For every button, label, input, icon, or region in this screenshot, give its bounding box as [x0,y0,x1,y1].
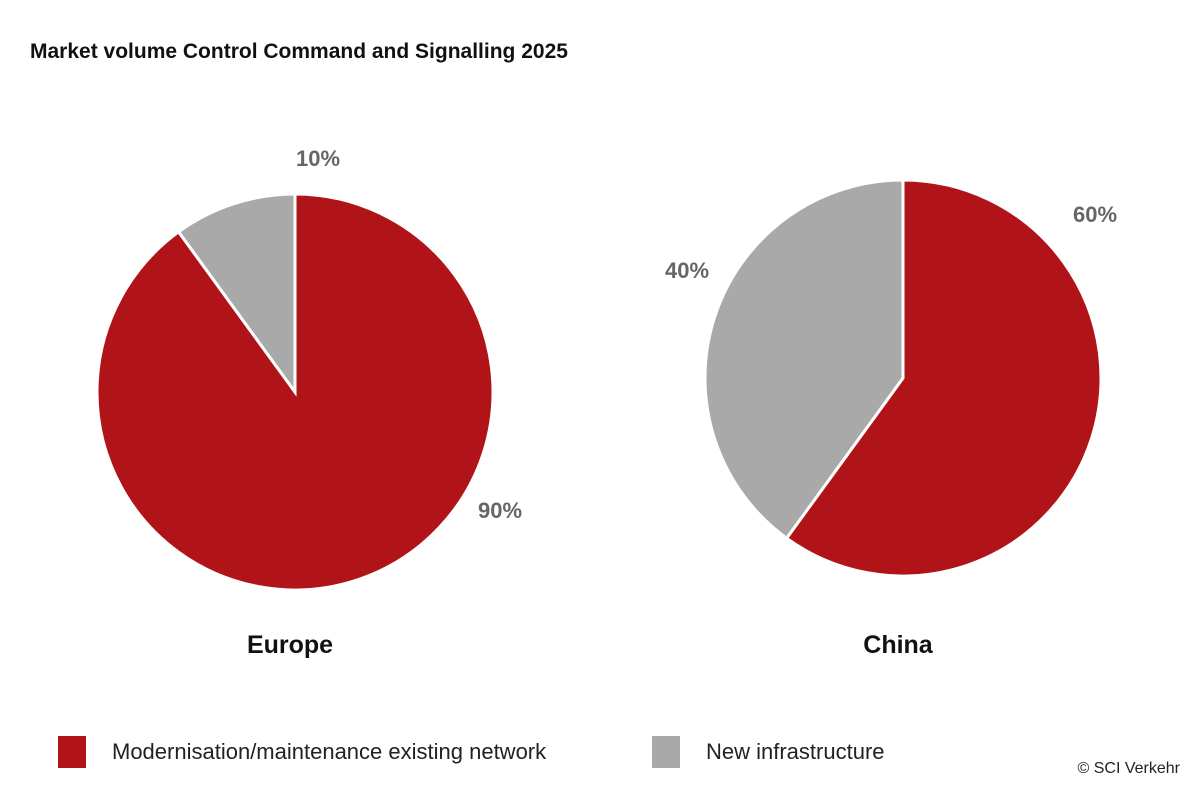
legend-item-new-infrastructure: New infrastructure [652,736,885,768]
pie-name: Europe [247,631,333,659]
slice-label: 60% [1073,202,1117,227]
pie-slice-china-1 [703,178,905,541]
chart-title: Market volume Control Command and Signal… [30,40,568,63]
pie-slice-china-0 [784,178,1103,578]
copyright-credit: © SCI Verkehr [1077,760,1181,777]
slice-label: 40% [665,258,709,283]
legend-swatch-red [58,736,86,768]
slice-label: 90% [478,498,522,523]
pie-slice-europe-1 [176,192,297,397]
pie-name: China [863,631,934,659]
legend-label: Modernisation/maintenance existing netwo… [112,739,547,764]
legend-swatch-gray [652,736,680,768]
legend-item-modernisation: Modernisation/maintenance existing netwo… [58,736,546,768]
slice-label: 10% [296,146,340,171]
legend-label: New infrastructure [706,739,885,764]
